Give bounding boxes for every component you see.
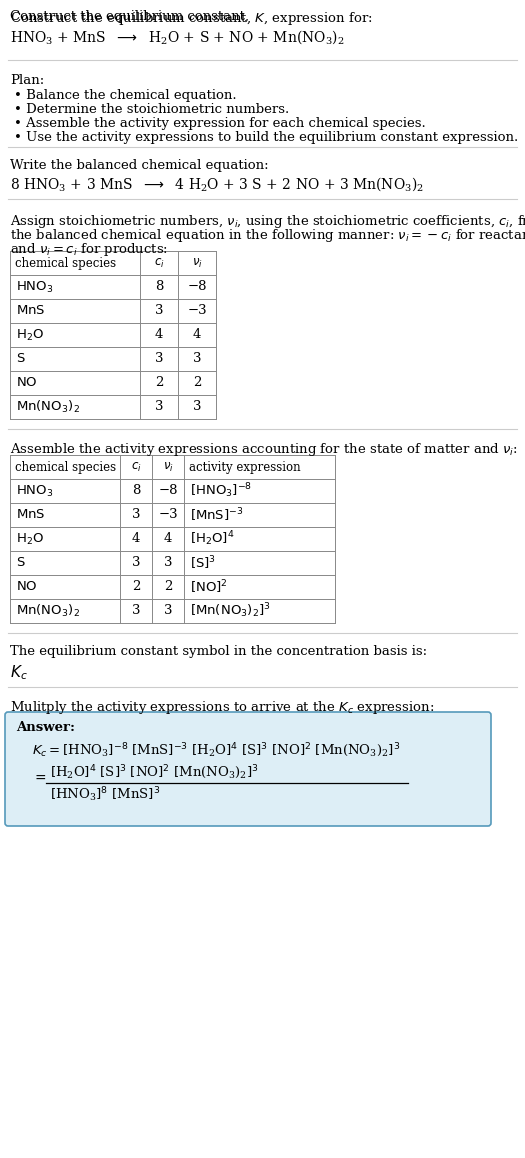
Text: $\mathregular{HNO_3}$ + MnS  $\longrightarrow$  $\mathregular{H_2O}$ + S + NO + : $\mathregular{HNO_3}$ + MnS $\longrighta… [10, 28, 344, 46]
Text: Mulitply the activity expressions to arrive at the $K_c$ expression:: Mulitply the activity expressions to arr… [10, 699, 434, 716]
Text: 3: 3 [132, 508, 140, 521]
Text: 4: 4 [193, 329, 201, 342]
Text: 3: 3 [193, 401, 201, 413]
Text: $\nu_i$: $\nu_i$ [192, 256, 203, 270]
Text: activity expression: activity expression [189, 461, 301, 474]
Text: $\nu_i$: $\nu_i$ [163, 461, 173, 474]
Text: $[\mathregular{H_2O}]^{4}\ [\mathregular{S}]^{3}\ [\mathregular{NO}]^{2}\ [\math: $[\mathregular{H_2O}]^{4}\ [\mathregular… [50, 763, 259, 780]
Text: $\mathregular{NO}$: $\mathregular{NO}$ [16, 376, 38, 389]
Text: $\mathregular{Mn(NO_3)_2}$: $\mathregular{Mn(NO_3)_2}$ [16, 400, 80, 415]
Text: • Assemble the activity expression for each chemical species.: • Assemble the activity expression for e… [14, 117, 426, 130]
FancyBboxPatch shape [5, 712, 491, 826]
Text: $\mathregular{MnS}$: $\mathregular{MnS}$ [16, 508, 46, 521]
Text: $K_c$: $K_c$ [10, 664, 28, 682]
Text: $[\mathregular{Mn(NO_3)_2}]^{3}$: $[\mathregular{Mn(NO_3)_2}]^{3}$ [190, 602, 271, 621]
Text: • Determine the stoichiometric numbers.: • Determine the stoichiometric numbers. [14, 103, 289, 116]
Text: 3: 3 [164, 557, 172, 570]
Text: Construct the equilibrium constant,: Construct the equilibrium constant, [10, 10, 253, 23]
Text: $\mathregular{S}$: $\mathregular{S}$ [16, 557, 26, 570]
Text: −3: −3 [187, 305, 207, 317]
Text: −8: −8 [158, 484, 178, 498]
Text: Construct the equilibrium constant, $K$, expression for:: Construct the equilibrium constant, $K$,… [10, 10, 373, 27]
Text: $[\mathregular{H_2O}]^{4}$: $[\mathregular{H_2O}]^{4}$ [190, 529, 235, 549]
Text: chemical species: chemical species [15, 257, 116, 270]
Text: • Balance the chemical equation.: • Balance the chemical equation. [14, 89, 237, 102]
Text: • Use the activity expressions to build the equilibrium constant expression.: • Use the activity expressions to build … [14, 131, 518, 144]
Text: 2: 2 [164, 580, 172, 594]
Text: and $\nu_i = c_i$ for products:: and $\nu_i = c_i$ for products: [10, 241, 168, 258]
Text: Assign stoichiometric numbers, $\nu_i$, using the stoichiometric coefficients, $: Assign stoichiometric numbers, $\nu_i$, … [10, 213, 525, 230]
Text: Answer:: Answer: [16, 721, 75, 734]
Text: Write the balanced chemical equation:: Write the balanced chemical equation: [10, 159, 269, 173]
Text: 3: 3 [132, 604, 140, 617]
Text: $\mathregular{S}$: $\mathregular{S}$ [16, 352, 26, 366]
Text: $c_i$: $c_i$ [154, 256, 164, 270]
Text: Plan:: Plan: [10, 74, 44, 87]
Text: 3: 3 [193, 352, 201, 366]
Text: chemical species: chemical species [15, 461, 116, 474]
Text: $\mathregular{MnS}$: $\mathregular{MnS}$ [16, 305, 46, 317]
Text: 8: 8 [132, 484, 140, 498]
Text: 3: 3 [155, 352, 163, 366]
Text: 4: 4 [164, 533, 172, 545]
Text: $\mathregular{Mn(NO_3)_2}$: $\mathregular{Mn(NO_3)_2}$ [16, 603, 80, 620]
Text: $[\mathregular{HNO_3}]^{8}\ [\mathregular{MnS}]^{3}$: $[\mathregular{HNO_3}]^{8}\ [\mathregula… [50, 785, 160, 804]
Text: $[\mathregular{NO}]^{2}$: $[\mathregular{NO}]^{2}$ [190, 578, 228, 595]
Text: The equilibrium constant symbol in the concentration basis is:: The equilibrium constant symbol in the c… [10, 645, 427, 658]
Text: 2: 2 [132, 580, 140, 594]
Text: Assemble the activity expressions accounting for the state of matter and $\nu_i$: Assemble the activity expressions accoun… [10, 441, 518, 459]
Text: $\mathregular{HNO_3}$: $\mathregular{HNO_3}$ [16, 279, 54, 294]
Text: $K_c = [\mathregular{HNO_3}]^{-8}\ [\mathregular{MnS}]^{-3}\ [\mathregular{H_2O}: $K_c = [\mathregular{HNO_3}]^{-8}\ [\mat… [32, 741, 400, 758]
Text: 3: 3 [164, 604, 172, 617]
Text: $[\mathregular{HNO_3}]^{-8}$: $[\mathregular{HNO_3}]^{-8}$ [190, 482, 252, 500]
Text: 4: 4 [132, 533, 140, 545]
Text: $\mathregular{NO}$: $\mathregular{NO}$ [16, 580, 38, 594]
Text: $=$: $=$ [32, 770, 47, 784]
Text: 2: 2 [155, 376, 163, 389]
Text: the balanced chemical equation in the following manner: $\nu_i = -c_i$ for react: the balanced chemical equation in the fo… [10, 227, 525, 244]
Text: 8 $\mathregular{HNO_3}$ + 3 MnS  $\longrightarrow$  4 $\mathregular{H_2O}$ + 3 S: 8 $\mathregular{HNO_3}$ + 3 MnS $\longri… [10, 175, 424, 192]
Text: −3: −3 [158, 508, 178, 521]
Text: $c_i$: $c_i$ [131, 461, 141, 474]
Text: 2: 2 [193, 376, 201, 389]
Text: 4: 4 [155, 329, 163, 342]
Text: $\mathregular{H_2O}$: $\mathregular{H_2O}$ [16, 328, 44, 343]
Text: 3: 3 [155, 305, 163, 317]
Text: $\mathregular{H_2O}$: $\mathregular{H_2O}$ [16, 532, 44, 547]
Text: $[\mathregular{MnS}]^{-3}$: $[\mathregular{MnS}]^{-3}$ [190, 506, 244, 523]
Text: 3: 3 [132, 557, 140, 570]
Text: $\mathregular{HNO_3}$: $\mathregular{HNO_3}$ [16, 483, 54, 499]
Text: 8: 8 [155, 280, 163, 293]
Text: 3: 3 [155, 401, 163, 413]
Text: $[\mathregular{S}]^{3}$: $[\mathregular{S}]^{3}$ [190, 555, 216, 572]
Text: −8: −8 [187, 280, 207, 293]
